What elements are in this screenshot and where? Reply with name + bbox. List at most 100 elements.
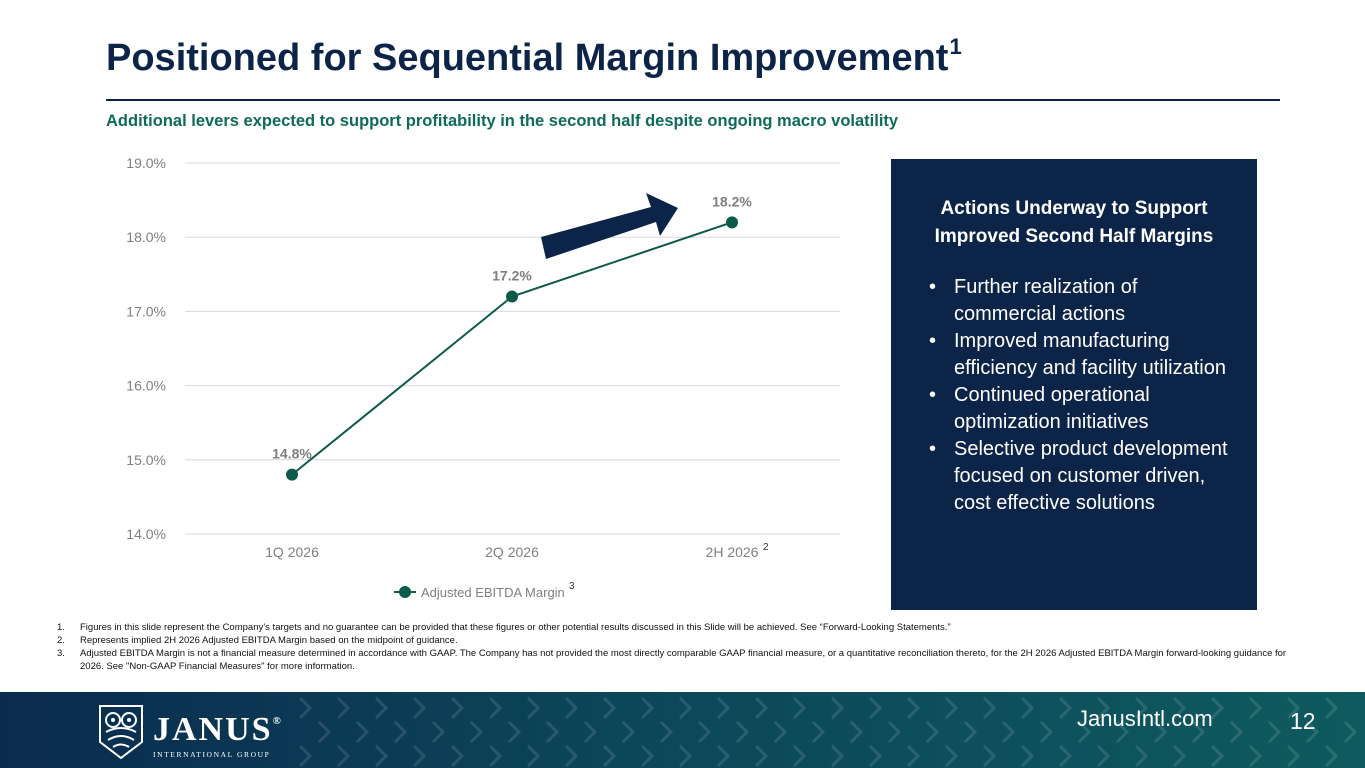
y-tick-label: 14.0% — [126, 526, 166, 542]
chevron-icon — [1172, 744, 1187, 768]
actions-panel-heading-line-2: Improved Second Half Margins — [934, 226, 1214, 247]
chevron-icon — [298, 696, 313, 720]
chevron-icon — [925, 720, 940, 744]
chevron-icon — [716, 696, 731, 720]
chevron-icon — [1096, 696, 1111, 720]
chevron-icon — [564, 744, 579, 768]
janus-emblem-icon — [99, 705, 143, 760]
footnote: 3. Adjusted EBITDA Margin is not a financ… — [57, 647, 1307, 673]
chevron-icon — [488, 696, 503, 720]
chevron-pattern-icon — [298, 696, 1358, 768]
footnote-number: 2. — [57, 635, 65, 646]
chevron-icon — [754, 744, 769, 768]
chevron-icon — [1020, 696, 1035, 720]
footnotes: 1. Figures in this slide represent the Co… — [57, 621, 1307, 673]
actions-list: • Further realization of commercial actio… — [929, 274, 1237, 517]
legend-footnote-marker: 3 — [569, 581, 575, 592]
chevron-icon — [602, 744, 617, 768]
chevron-icon — [1286, 696, 1301, 720]
bullet-icon: • — [929, 330, 937, 352]
actions-list-item-text: Selective product development focused on… — [954, 438, 1228, 514]
chevron-icon — [792, 696, 807, 720]
chevron-icon — [1324, 744, 1339, 768]
chevron-icon — [564, 696, 579, 720]
actions-panel: Actions Underway to Support Improved Sec… — [891, 159, 1257, 610]
chevron-icon — [374, 696, 389, 720]
chevron-icon — [412, 696, 427, 720]
chevron-icon — [355, 720, 370, 744]
ebitda-margin-line-chart: 14.0% 15.0% 16.0% 17.0% 18.0% 19.0% 1Q 2026 2Q… — [126, 155, 840, 600]
chevron-icon — [830, 696, 845, 720]
logo-wordmark: JANUS — [153, 711, 273, 748]
data-labels: 14.8% 17.2% 18.2% — [272, 193, 752, 461]
x-tick-footnote-marker: 2 — [763, 542, 769, 553]
chevron-icon — [1343, 720, 1358, 744]
chevron-icon — [1077, 720, 1092, 744]
trend-arrow-icon — [541, 193, 678, 259]
chevron-icon — [1058, 744, 1073, 768]
chevron-icon — [887, 720, 902, 744]
actions-list-item: • Improved manufacturing efficiency and f… — [929, 328, 1237, 382]
actions-panel-heading-line-1: Actions Underway to Support — [940, 198, 1208, 219]
bullet-icon: • — [929, 438, 937, 460]
footnote: 1. Figures in this slide represent the Co… — [57, 621, 1307, 634]
actions-panel-heading: Actions Underway to Support Improved Sec… — [891, 195, 1257, 251]
footnote-text: Represents implied 2H 2026 Adjusted EBIT… — [80, 635, 458, 646]
chevron-icon — [583, 720, 598, 744]
chevron-icon — [944, 744, 959, 768]
chevron-icon — [602, 696, 617, 720]
chevron-icon — [963, 720, 978, 744]
x-tick-label: 2Q 2026 — [485, 544, 539, 560]
footnote-number: 3. — [57, 648, 65, 659]
chevron-icon — [849, 720, 864, 744]
actions-list-item-text: Continued operational optimization initi… — [954, 384, 1150, 433]
chevron-icon — [1248, 744, 1263, 768]
data-point — [506, 290, 518, 303]
chevron-icon — [868, 744, 883, 768]
chevron-icon — [545, 720, 560, 744]
chevron-icon — [1172, 696, 1187, 720]
slide-title-text: Positioned for Sequential Margin Improve… — [106, 37, 949, 79]
chevron-icon — [336, 696, 351, 720]
data-point — [726, 216, 738, 229]
chart-grid — [185, 162, 840, 535]
footnote-text: Adjusted EBITDA Margin is not a financia… — [80, 648, 1287, 672]
bullet-icon: • — [929, 276, 937, 298]
chevron-icon — [336, 744, 351, 768]
chevron-icon — [1001, 720, 1016, 744]
y-tick-label: 18.0% — [126, 229, 166, 245]
chevron-icon — [450, 696, 465, 720]
chevron-icon — [450, 744, 465, 768]
chevron-icon — [393, 720, 408, 744]
chevron-icon — [1039, 720, 1054, 744]
chart-legend: Adjusted EBITDA Margin 3 — [394, 581, 575, 600]
data-label: 17.2% — [492, 268, 532, 284]
website-link[interactable]: JanusIntl.com — [1077, 706, 1213, 731]
chevron-icon — [1134, 744, 1149, 768]
chevron-icon — [412, 744, 427, 768]
chevron-icon — [678, 744, 693, 768]
chevron-icon — [982, 696, 997, 720]
chevron-icon — [488, 744, 503, 768]
chevron-icon — [1229, 720, 1244, 744]
chevron-icon — [773, 720, 788, 744]
chevron-icon — [526, 744, 541, 768]
actions-list-item: • Continued operational optimization init… — [929, 382, 1237, 436]
chevron-icon — [811, 720, 826, 744]
chevron-icon — [906, 696, 921, 720]
chevron-icon — [374, 744, 389, 768]
slide-subtitle: Additional levers expected to support pr… — [106, 112, 899, 130]
data-point — [286, 468, 298, 481]
chevron-icon — [640, 696, 655, 720]
chevron-icon — [1058, 696, 1073, 720]
chevron-icon — [1115, 720, 1130, 744]
y-tick-label: 17.0% — [126, 303, 166, 319]
data-label: 14.8% — [272, 446, 312, 462]
actions-list-item: • Further realization of commercial actio… — [929, 274, 1237, 328]
chevron-icon — [716, 744, 731, 768]
chevron-icon — [526, 696, 541, 720]
chevron-icon — [298, 744, 313, 768]
y-axis-tick-labels: 14.0% 15.0% 16.0% 17.0% 18.0% 19.0% — [126, 155, 166, 542]
footnote-number: 1. — [57, 622, 65, 633]
chevron-icon — [735, 720, 750, 744]
